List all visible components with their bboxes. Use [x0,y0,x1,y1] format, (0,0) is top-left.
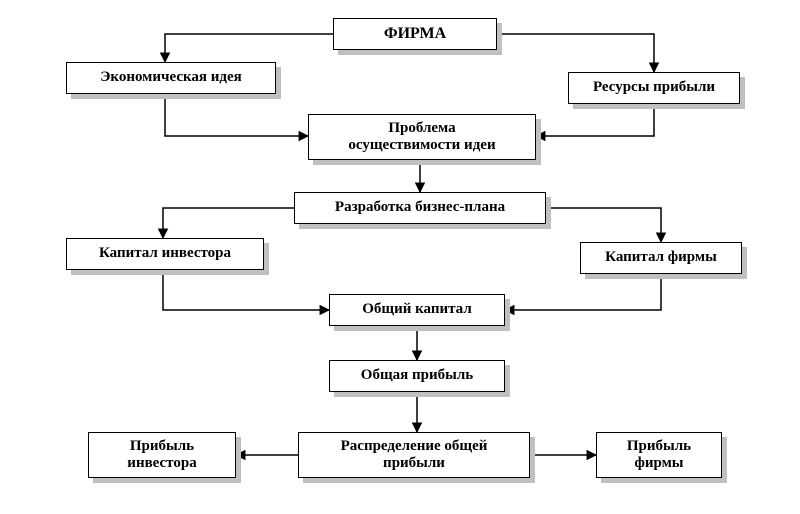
node-label: Разработка бизнес-плана [335,199,505,216]
node-label: ФИРМА [384,25,446,43]
node-capfirm: Капитал фирмы [580,242,742,274]
edge-plan-to-capfirm [546,208,661,242]
node-label: Общий капитал [362,301,471,318]
edge-plan-to-capinv [163,208,294,238]
node-resources: Ресурсы прибыли [568,72,740,104]
node-label: Ресурсы прибыли [593,79,715,96]
node-captotal: Общий капитал [329,294,505,326]
edge-idea-to-problem [165,94,308,136]
edge-firma-to-resources [497,34,654,72]
edge-capfirm-to-captotal [505,274,661,310]
edge-capinv-to-captotal [163,270,329,310]
node-firma: ФИРМА [333,18,497,50]
node-label: Капитал инвестора [99,245,231,262]
node-proffirm: Прибыль фирмы [596,432,722,478]
node-plan: Разработка бизнес-плана [294,192,546,224]
node-label: Распределение общей прибыли [341,438,488,473]
node-label: Капитал фирмы [605,249,717,266]
node-profit: Общая прибыль [329,360,505,392]
node-label: Проблема осуществимости идеи [348,120,495,155]
node-label: Прибыль инвестора [127,438,196,473]
node-idea: Экономическая идея [66,62,276,94]
node-dist: Распределение общей прибыли [298,432,530,478]
node-label: Прибыль фирмы [627,438,691,473]
edge-firma-to-idea [165,34,333,62]
node-capinv: Капитал инвестора [66,238,264,270]
node-problem: Проблема осуществимости идеи [308,114,536,160]
node-profinv: Прибыль инвестора [88,432,236,478]
node-label: Экономическая идея [100,69,242,86]
node-label: Общая прибыль [361,367,473,384]
flowchart-canvas: ФИРМА Экономическая идея Ресурсы прибыли Пр… [0,0,800,514]
